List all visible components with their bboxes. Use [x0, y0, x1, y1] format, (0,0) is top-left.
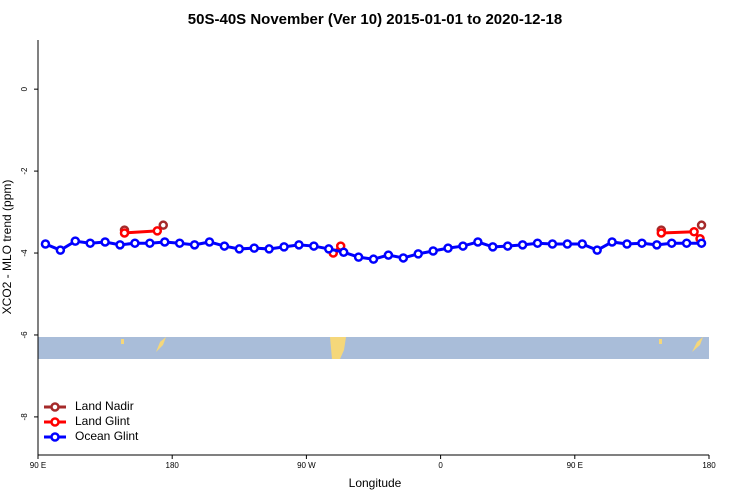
- data-point: [130, 238, 140, 248]
- data-point: [264, 244, 274, 254]
- data-point: [85, 238, 95, 248]
- legend-label: Land Glint: [75, 414, 130, 428]
- data-point: [607, 237, 617, 247]
- data-point: [413, 249, 423, 259]
- x-tick-label: 0: [438, 461, 443, 470]
- data-point: [100, 237, 110, 247]
- data-point: [502, 241, 513, 251]
- data-point: [458, 241, 468, 251]
- y-tick-label: -6: [20, 331, 29, 339]
- data-point: [368, 254, 379, 264]
- data-point: [353, 252, 364, 262]
- data-point: [219, 241, 230, 251]
- data-point: [189, 240, 200, 250]
- data-point: [158, 220, 169, 230]
- data-point: [637, 238, 647, 248]
- data-point: [428, 246, 438, 256]
- x-tick-label: 90 W: [297, 461, 316, 470]
- data-point: [115, 240, 125, 250]
- data-point: [398, 253, 409, 263]
- data-point: [696, 220, 707, 230]
- data-point: [174, 238, 185, 248]
- legend-marker: [50, 417, 60, 427]
- data-point: [234, 244, 245, 254]
- legend-marker: [50, 432, 60, 442]
- data-point: [204, 237, 215, 247]
- x-tick-label: 90 E: [30, 461, 46, 470]
- x-tick-label: 180: [702, 461, 716, 470]
- data-point: [70, 236, 81, 246]
- y-tick-label: -8: [20, 413, 29, 421]
- data-point: [532, 238, 543, 248]
- data-point: [40, 239, 51, 249]
- data-point: [309, 241, 319, 251]
- data-point: [145, 238, 155, 248]
- data-point: [689, 226, 699, 237]
- legend-label: Land Nadir: [75, 399, 134, 413]
- data-point: [696, 238, 707, 248]
- data-point: [119, 228, 130, 238]
- data-point: [622, 239, 632, 249]
- data-point: [473, 237, 483, 247]
- data-point: [443, 243, 453, 253]
- data-point: [666, 238, 677, 248]
- y-tick-label: -4: [20, 249, 29, 257]
- data-point: [562, 239, 573, 249]
- data-point: [55, 245, 66, 255]
- x-axis-label: Longitude: [349, 476, 402, 490]
- data-point: [652, 240, 662, 250]
- data-point: [294, 240, 304, 250]
- data-point: [547, 239, 558, 249]
- data-point: [338, 247, 349, 257]
- data-point: [656, 228, 667, 238]
- data-point: [152, 226, 163, 236]
- data-point: [592, 245, 602, 255]
- data-point: [681, 238, 692, 248]
- data-point: [383, 250, 394, 260]
- legend-label: Ocean Glint: [75, 429, 139, 443]
- series-line: [124, 229, 158, 235]
- data-point: [488, 242, 498, 252]
- y-axis-label: XCO2 - MLO trend (ppm): [0, 180, 14, 315]
- map-strip: [38, 337, 709, 359]
- data-point: [577, 239, 588, 249]
- y-tick-label: -2: [20, 167, 29, 175]
- y-tick-label: 0: [20, 86, 29, 91]
- x-tick-label: 180: [166, 461, 180, 470]
- chart-title: 50S-40S November (Ver 10) 2015-01-01 to …: [188, 11, 562, 28]
- data-point: [159, 237, 170, 247]
- data-point: [279, 242, 289, 252]
- data-point: [324, 244, 334, 254]
- data-point: [249, 243, 259, 253]
- data-point: [517, 240, 528, 250]
- legend-marker: [50, 402, 60, 412]
- x-tick-label: 90 E: [567, 461, 583, 470]
